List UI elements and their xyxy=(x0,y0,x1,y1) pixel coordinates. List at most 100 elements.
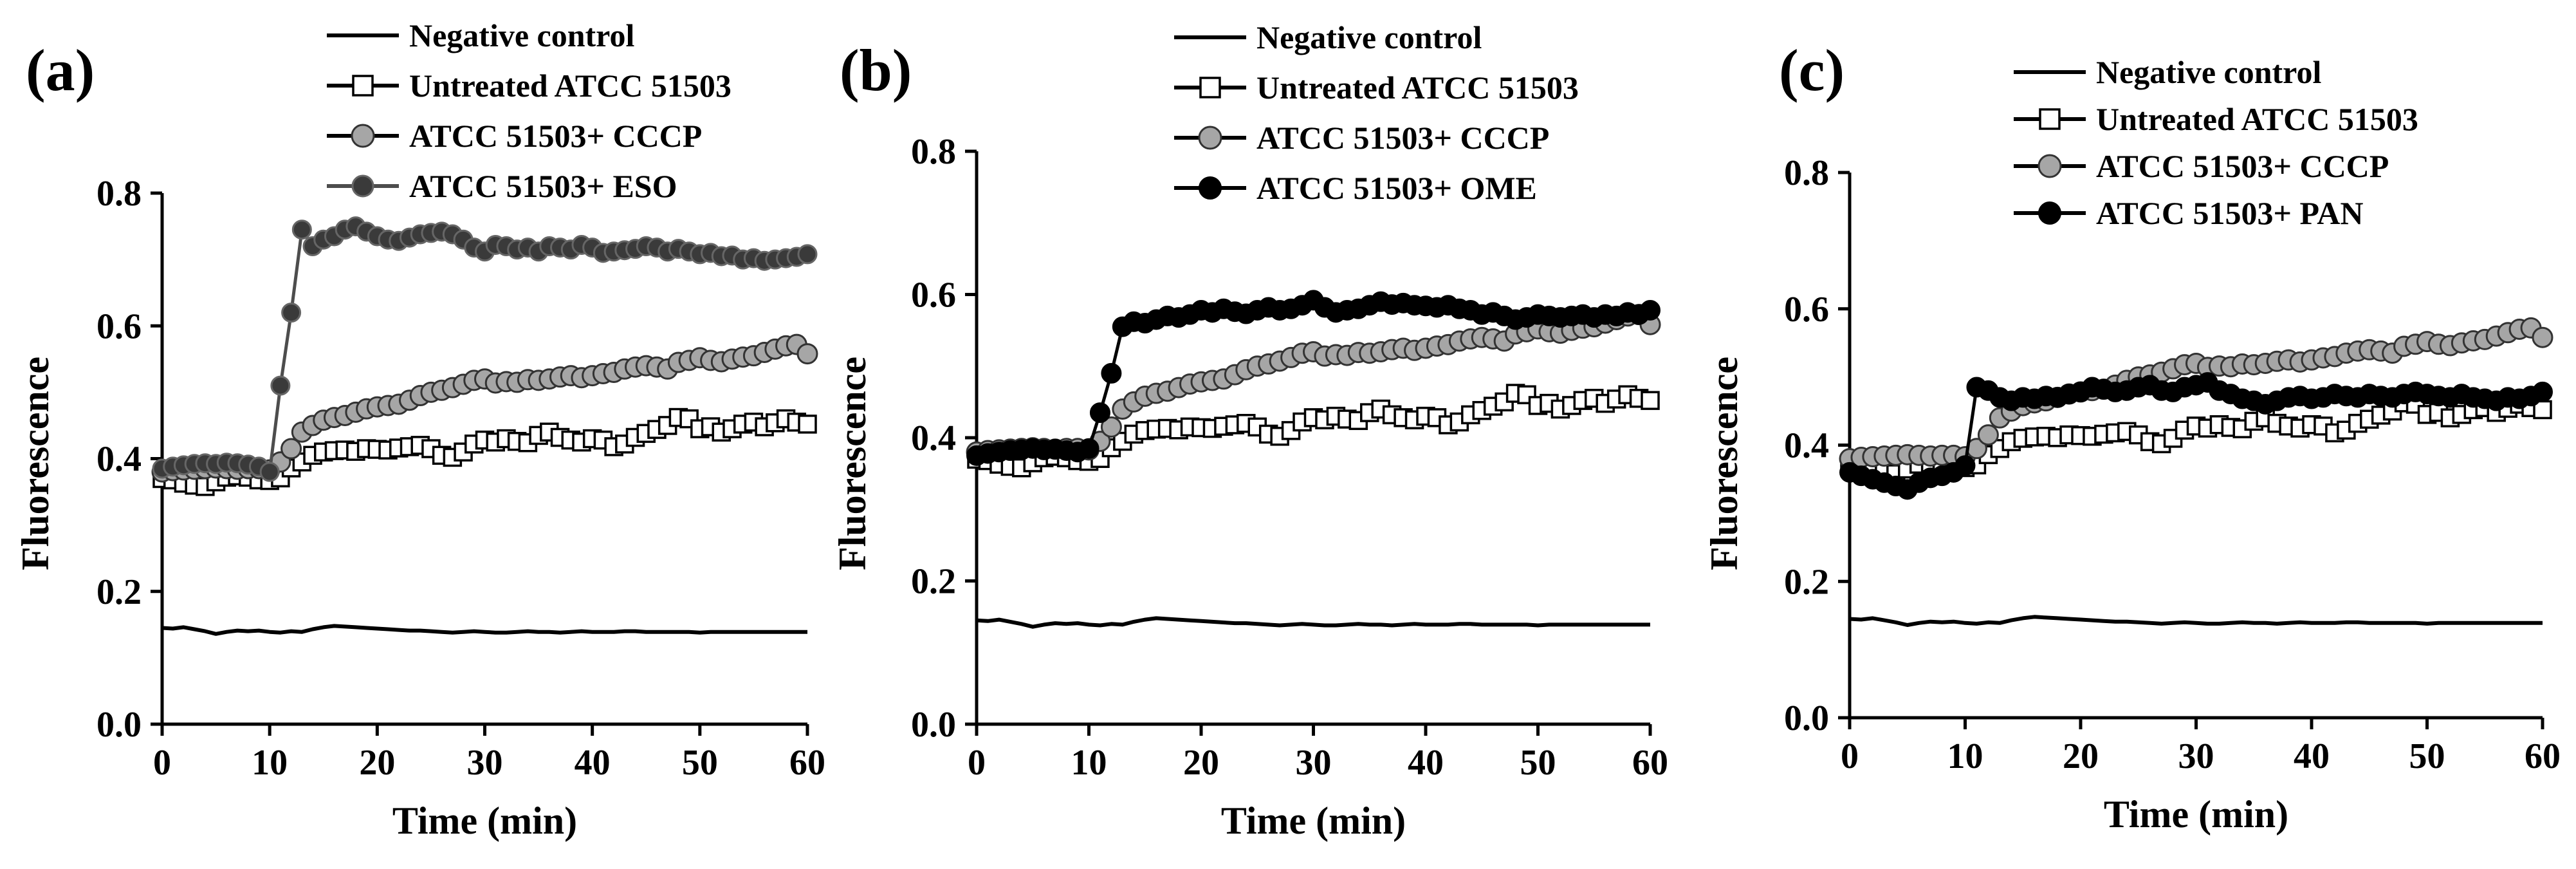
data-point xyxy=(796,343,818,365)
data-point xyxy=(281,303,302,323)
panel-label: (c) xyxy=(1779,37,1845,103)
y-tick-label: 0.0 xyxy=(1784,698,1829,738)
y-tick-label: 0.6 xyxy=(97,306,142,346)
x-tick-label: 60 xyxy=(789,743,825,783)
series-untreated-atcc-51503 xyxy=(152,407,817,496)
x-tick-label: 30 xyxy=(2178,736,2214,776)
y-tick-label: 0.2 xyxy=(911,562,956,602)
data-point xyxy=(2039,108,2061,130)
legend-label: Negative control xyxy=(1256,19,1482,55)
legend-entry: ATCC 51503+ CCCP xyxy=(2014,148,2389,184)
legend-entry: ATCC 51503+ PAN xyxy=(2014,195,2364,231)
data-point xyxy=(291,220,312,240)
series-line xyxy=(1849,615,2543,627)
legend-entry: ATCC 51503+ OME xyxy=(1174,170,1537,206)
y-axis-label: Fluorescence xyxy=(1703,357,1745,570)
x-tick-label: 20 xyxy=(2063,736,2099,776)
x-tick-label: 20 xyxy=(359,743,395,783)
y-tick-label: 0.4 xyxy=(911,418,956,458)
series-atcc-51503-eso xyxy=(152,216,818,482)
x-tick-label: 50 xyxy=(2409,736,2445,776)
x-axis-label: Time (min) xyxy=(1221,799,1406,842)
series-negative-control xyxy=(976,616,1650,629)
data-point xyxy=(259,462,280,482)
y-tick-label: 0.6 xyxy=(1784,290,1829,330)
x-tick-label: 20 xyxy=(1183,743,1219,783)
y-tick-label: 0.2 xyxy=(97,572,142,612)
data-point xyxy=(797,244,818,265)
y-tick-label: 0.0 xyxy=(97,705,142,745)
data-point xyxy=(1198,126,1222,150)
chart-panel-a: (a) 0 10 20 30 40 50 60 0.0 0.2 0.4 0.6 0.8 Time (min… xyxy=(14,17,825,842)
data-point xyxy=(1078,438,1099,459)
data-point xyxy=(1100,416,1122,438)
series-line xyxy=(976,616,1650,629)
data-point xyxy=(1089,402,1110,424)
legend-entry: ATCC 51503+ CCCP xyxy=(327,118,702,154)
x-tick-label: 10 xyxy=(252,743,288,783)
y-tick-label: 0.8 xyxy=(911,132,956,172)
data-point xyxy=(2038,201,2061,225)
x-axis-label: Time (min) xyxy=(392,799,577,842)
data-point xyxy=(1640,299,1661,321)
legend-label: Negative control xyxy=(2096,54,2321,90)
x-tick-label: 0 xyxy=(1841,736,1859,776)
y-tick-label: 0.0 xyxy=(911,705,956,745)
series-atcc-51503-cccp xyxy=(151,333,818,483)
legend-entry: Untreated ATCC 51503 xyxy=(1174,70,1579,106)
data-point xyxy=(2532,381,2553,402)
data-point xyxy=(1101,362,1122,384)
y-tick-label: 0.8 xyxy=(1784,153,1829,193)
x-tick-label: 40 xyxy=(1408,743,1444,783)
data-point xyxy=(1483,397,1503,416)
legend-label: ATCC 51503+ CCCP xyxy=(2096,148,2389,184)
series-negative-control xyxy=(1849,615,2543,627)
x-tick-label: 40 xyxy=(575,743,611,783)
x-tick-label: 30 xyxy=(1296,743,1332,783)
chart-panel-c: (c) 0 10 20 30 40 50 60 0.0 0.2 0.4 0.6 0.8 Time (min… xyxy=(1703,37,2561,836)
legend-label: Untreated ATCC 51503 xyxy=(409,68,731,104)
series-line xyxy=(161,624,807,636)
legend-label: Untreated ATCC 51503 xyxy=(2096,101,2418,137)
series-negative-control xyxy=(161,624,807,636)
y-tick-label: 0.2 xyxy=(1784,562,1829,602)
x-tick-label: 0 xyxy=(968,743,986,783)
y-tick-label: 0.6 xyxy=(911,276,956,315)
x-tick-label: 40 xyxy=(2294,736,2330,776)
data-point xyxy=(1199,77,1221,98)
x-tick-label: 0 xyxy=(153,743,171,783)
series-atcc-51503-pan xyxy=(1839,372,2553,500)
chart-panel-b: (b) 0 10 20 30 40 50 60 0.0 0.2 0.4 0.6 0.8 Time (min… xyxy=(831,19,1668,842)
legend-label: ATCC 51503+ CCCP xyxy=(1256,120,1549,156)
x-tick-label: 10 xyxy=(1071,743,1107,783)
legend-label: ATCC 51503+ CCCP xyxy=(409,118,702,154)
series-atcc-51503-cccp xyxy=(966,304,1661,463)
panel-label: (a) xyxy=(26,37,95,103)
series-atcc-51503-ome xyxy=(966,290,1661,466)
data-point xyxy=(270,375,291,396)
legend-label: Negative control xyxy=(409,17,634,53)
panel-label: (b) xyxy=(840,37,912,103)
legend-entry: Untreated ATCC 51503 xyxy=(327,68,731,104)
data-point xyxy=(1199,176,1222,200)
x-tick-label: 60 xyxy=(1632,743,1668,783)
legend-label: ATCC 51503+ OME xyxy=(1256,170,1537,206)
legend-entry: Untreated ATCC 51503 xyxy=(2014,101,2418,137)
y-axis-label: Fluorescence xyxy=(831,357,874,570)
data-point xyxy=(351,124,375,148)
y-tick-label: 0.8 xyxy=(97,174,142,214)
y-axis-label: Fluorescence xyxy=(14,357,57,570)
data-point xyxy=(1977,424,1999,446)
data-point xyxy=(2129,425,2148,445)
data-point xyxy=(2532,326,2553,348)
x-tick-label: 60 xyxy=(2525,736,2561,776)
data-point xyxy=(2038,154,2062,178)
x-tick-label: 30 xyxy=(467,743,503,783)
legend-entry: ATCC 51503+ CCCP xyxy=(1174,120,1549,156)
y-tick-label: 0.4 xyxy=(1784,426,1829,466)
legend-entry: Negative control xyxy=(1174,19,1482,55)
data-point xyxy=(1955,455,1976,476)
data-point xyxy=(351,174,374,198)
x-axis-label: Time (min) xyxy=(2104,793,2288,836)
